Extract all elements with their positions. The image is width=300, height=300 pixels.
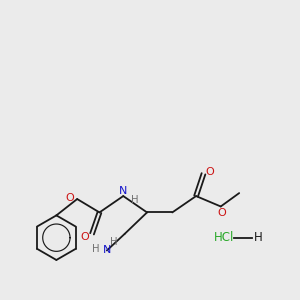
Text: HCl: HCl [214, 231, 235, 244]
Text: N: N [119, 186, 128, 196]
Text: O: O [80, 232, 89, 242]
Text: H: H [131, 195, 138, 205]
Text: H: H [92, 244, 99, 254]
Text: H: H [110, 236, 117, 247]
Text: N: N [103, 245, 111, 256]
Text: O: O [206, 167, 214, 177]
Text: H: H [254, 231, 263, 244]
Text: O: O [218, 208, 226, 218]
Text: O: O [65, 193, 74, 202]
